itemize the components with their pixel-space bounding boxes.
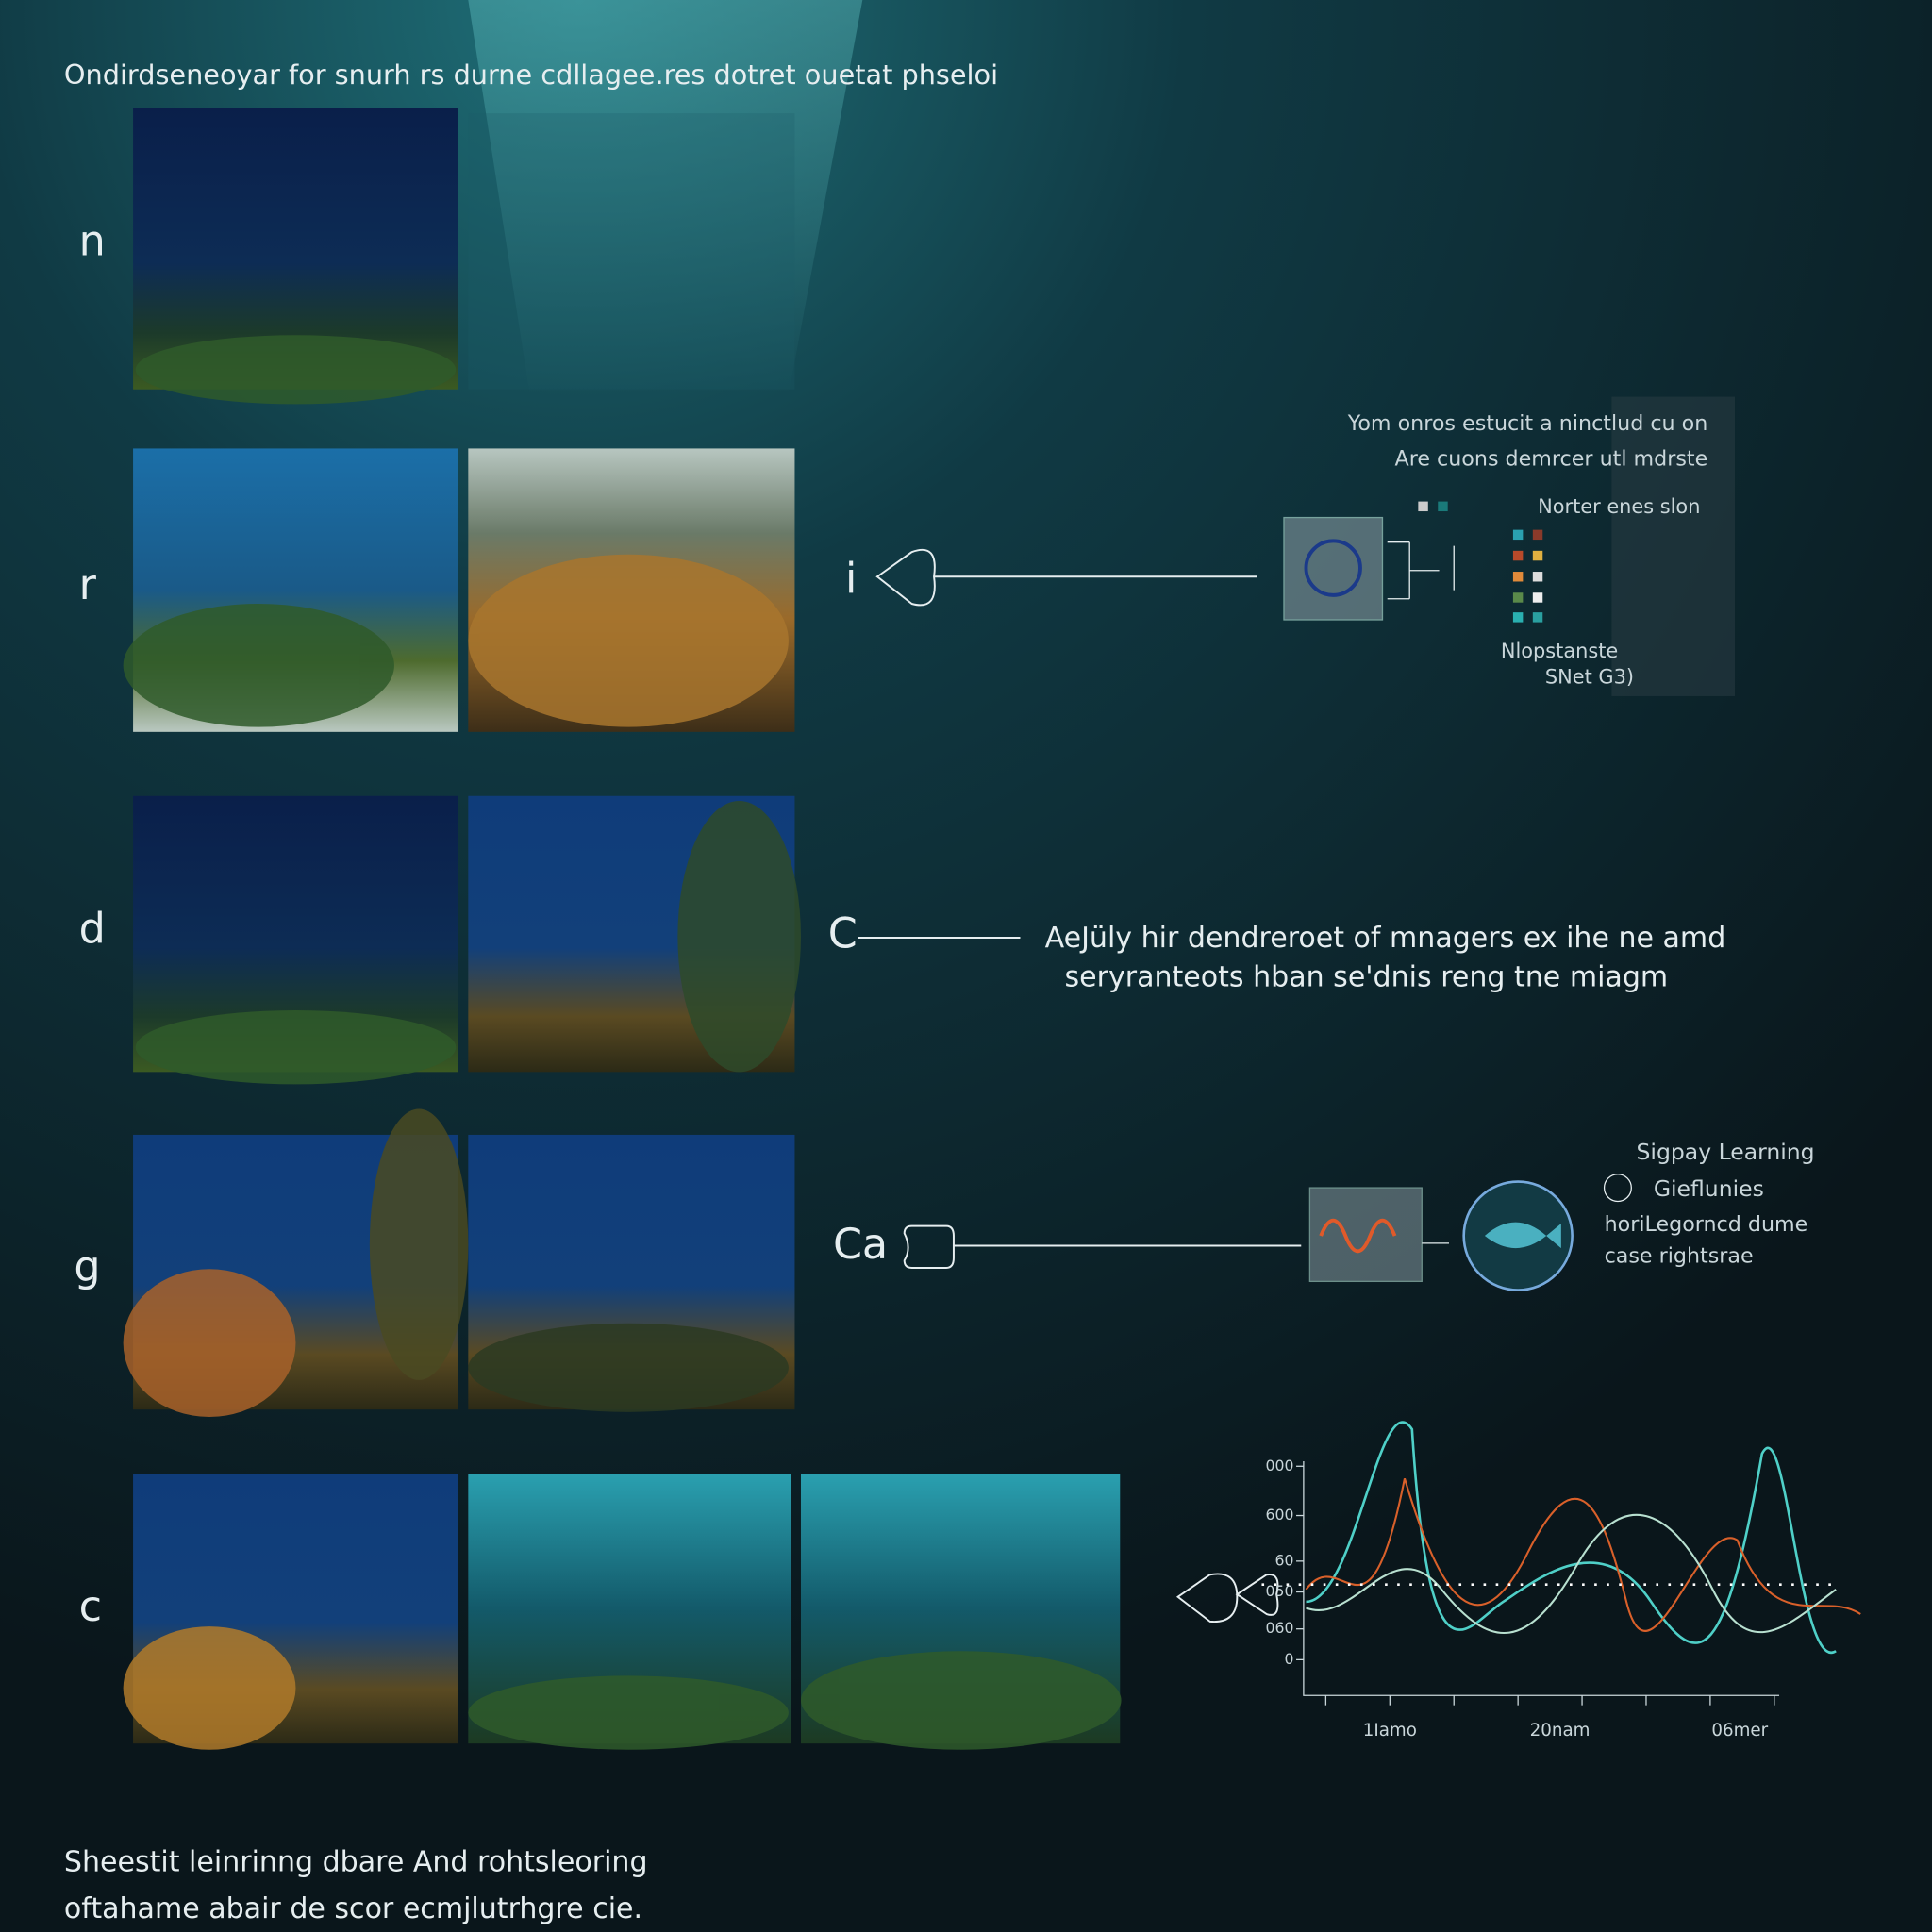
arrow (1175, 1573, 1279, 1623)
bullet (1603, 1174, 1632, 1203)
shape (135, 335, 457, 405)
shape (1532, 612, 1543, 623)
shape (468, 1675, 789, 1750)
title: Ondirdseneoyar for snurh rs durne cdllag… (64, 58, 998, 91)
footer: Sheestit leinrinng dbare And rohtsleorin… (64, 1845, 648, 1878)
connector-label: C (828, 910, 858, 958)
row-label: r (79, 561, 97, 609)
arrow (875, 548, 1257, 607)
shape (123, 1269, 296, 1418)
panel-line: Sigpay Learning (1637, 1139, 1815, 1165)
description: AeJüly hir dendreroet of mnagers ex ihe … (1045, 922, 1726, 955)
x-tick-label: 06mer (1711, 1721, 1768, 1740)
shape (1512, 572, 1524, 582)
panel-line: horiLegorncd dume (1605, 1212, 1808, 1237)
y-tick-label: 000 (1266, 1457, 1294, 1474)
light-ray (468, 0, 863, 394)
model-box (1308, 1187, 1423, 1283)
panel-line: Gieflunies (1654, 1175, 1764, 1202)
plot: 000 600 60 050 060 0 1Iamo 20nam 06mer (1175, 1421, 1861, 1740)
color-swatches (1418, 501, 1543, 623)
y-tick-label: 060 (1266, 1619, 1294, 1637)
x-tick-label: 20nam (1530, 1721, 1591, 1740)
shape (1532, 550, 1543, 561)
shape: Nlopstanste SNet G3) (1501, 640, 1634, 688)
shape (677, 800, 801, 1073)
model-icon (1319, 1218, 1397, 1254)
y-tick-label: 60 (1274, 1551, 1293, 1569)
shape (1532, 592, 1543, 603)
model-icon (1304, 539, 1362, 597)
arrow (903, 1224, 1302, 1269)
row-labels: n r d g c (74, 218, 105, 1631)
x-tick-label: 1Iamo (1363, 1721, 1417, 1740)
row-label: c (79, 1583, 102, 1631)
shape: Yom onros estucit a ninctlud cu on Are c… (1347, 411, 1708, 518)
shape (1532, 572, 1543, 582)
shape (1296, 1465, 1775, 1706)
shape (1512, 592, 1524, 603)
caption: SNet G3) (1545, 665, 1634, 688)
shape (1532, 529, 1543, 541)
caption: Nlopstanste (1501, 640, 1618, 662)
connector-label: Ca (833, 1221, 888, 1269)
shape (800, 1651, 1122, 1750)
row-label: n (79, 218, 106, 266)
panel-line: Are cuons demrcer utl mdrste (1395, 447, 1708, 472)
shape: 000 600 60 050 060 0 (1266, 1457, 1294, 1668)
shape (1512, 612, 1524, 623)
y-tick-label: 0 (1284, 1650, 1293, 1668)
y-tick-label: 050 (1266, 1582, 1294, 1600)
shape: 1Iamo 20nam 06mer (1363, 1721, 1769, 1740)
shape (123, 604, 394, 727)
y-tick-label: 600 (1266, 1506, 1294, 1524)
shape (135, 1010, 457, 1085)
panel-bg (1611, 396, 1736, 696)
shape: Sigpay Learning Gieflunies horiLegorncd … (1605, 1139, 1815, 1269)
row-label: d (79, 905, 106, 953)
shape (468, 1323, 789, 1412)
shape (468, 554, 789, 727)
curve (1306, 1421, 1837, 1655)
row-label: g (74, 1242, 100, 1291)
panel-line: case rightsrae (1605, 1244, 1754, 1269)
bracket (1387, 541, 1455, 600)
fish (1484, 1222, 1561, 1249)
model-box (1283, 516, 1384, 621)
coral (123, 335, 1122, 1750)
description: seryranteots hban se'dnis reng tne miagm (1064, 961, 1668, 994)
footer: oftahame abair de scor ecmjlutrhgre cie. (64, 1892, 642, 1925)
shape (1418, 501, 1428, 512)
photo-grid (123, 108, 1122, 1750)
axis (1303, 1461, 1780, 1696)
curve (1306, 1513, 1837, 1634)
shape (1512, 550, 1524, 561)
shape: Sheestit leinrinng dbare And rohtsleorin… (64, 1845, 648, 1925)
panel-line: Yom onros estucit a ninctlud cu on (1347, 411, 1708, 436)
shape: AeJüly hir dendreroet of mnagers ex ihe … (1045, 922, 1726, 994)
connector-label: i (845, 555, 857, 603)
shape (369, 1108, 469, 1380)
shape (1512, 529, 1524, 541)
shape (1438, 501, 1448, 512)
legend-title: Norter enes slon (1538, 495, 1700, 518)
shape (123, 1626, 296, 1750)
curve (1305, 1478, 1861, 1632)
photo (468, 113, 795, 390)
